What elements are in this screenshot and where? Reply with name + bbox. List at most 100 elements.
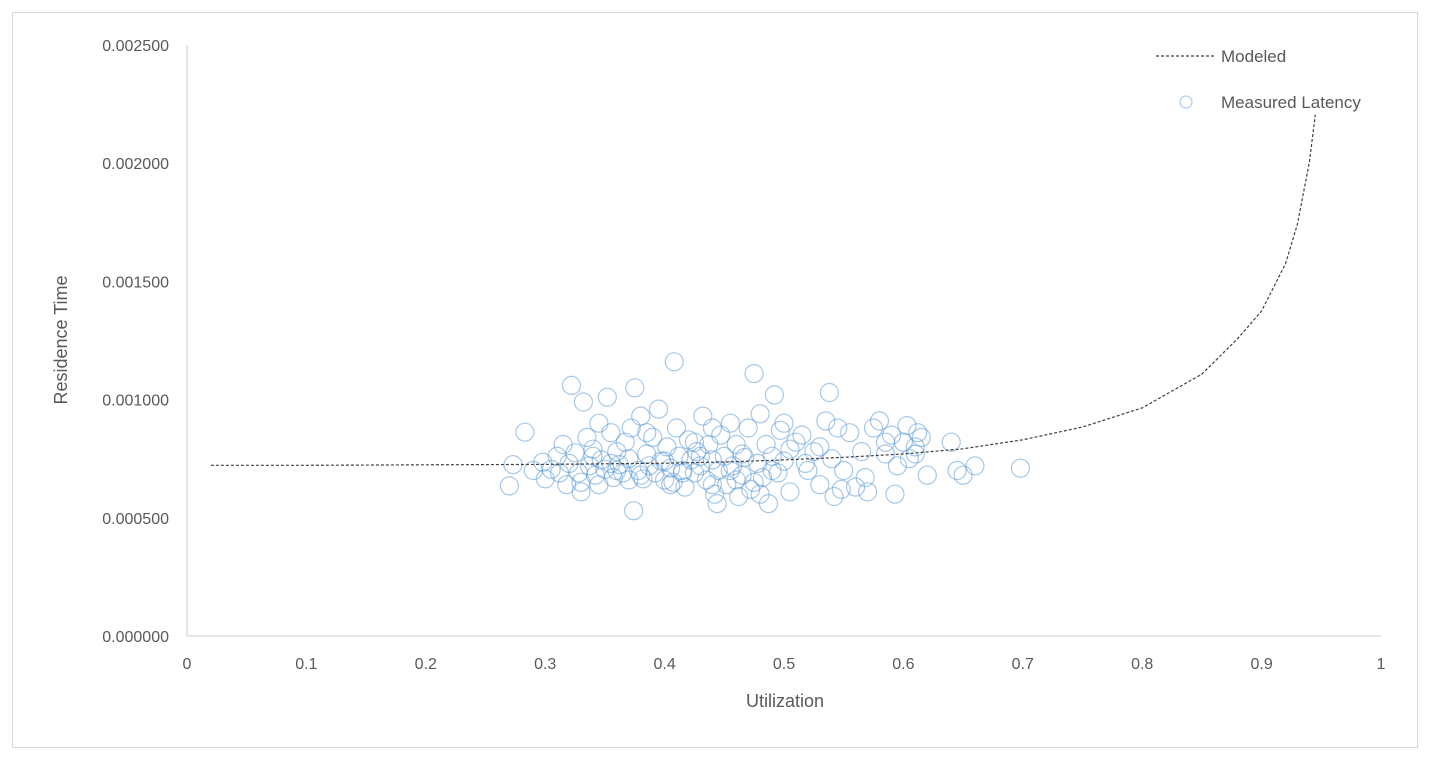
y-tick-label: 0.002500 <box>102 38 169 55</box>
y-tick-label: 0.001500 <box>102 274 169 291</box>
measured-point <box>553 434 573 455</box>
measured-point <box>875 444 896 464</box>
measured-point <box>774 413 794 433</box>
measured-point <box>631 406 651 426</box>
measured-point <box>643 427 663 447</box>
measured-point <box>707 494 727 514</box>
measured-point <box>654 470 675 490</box>
measured-point <box>515 422 535 442</box>
measured-point <box>734 447 755 468</box>
measured-point <box>887 456 908 476</box>
measured-point <box>857 482 878 502</box>
x-tick-label: 0.5 <box>773 656 795 673</box>
measured-point <box>941 432 961 452</box>
measured-point <box>885 484 905 504</box>
measured-points <box>499 352 1031 521</box>
measured-point <box>762 446 782 466</box>
measured-point <box>675 477 695 497</box>
measured-point <box>702 450 723 470</box>
measured-point <box>1010 458 1031 478</box>
y-axis-title: Residence Time <box>51 275 71 404</box>
measured-point <box>601 423 621 443</box>
measured-point <box>762 460 782 481</box>
measured-point <box>645 463 665 483</box>
measured-point <box>690 446 711 466</box>
measured-point <box>798 460 818 481</box>
measured-point <box>732 444 752 464</box>
measured-point <box>851 442 872 462</box>
x-tick-label: 0 <box>183 656 192 673</box>
measured-point <box>810 437 830 457</box>
x-tick-label: 0.8 <box>1131 656 1153 673</box>
measured-point <box>804 442 824 462</box>
measured-point <box>621 418 641 438</box>
measured-point <box>917 465 937 485</box>
measured-point <box>947 460 967 481</box>
measured-point <box>499 476 519 496</box>
measured-point <box>561 375 582 395</box>
measured-point <box>651 451 671 471</box>
measured-point <box>619 449 639 469</box>
measured-point <box>711 425 731 445</box>
measured-point <box>705 484 725 504</box>
measured-point <box>666 418 687 438</box>
measured-point <box>897 416 917 436</box>
legend-measured-swatch <box>1179 95 1193 109</box>
measured-point <box>577 427 597 447</box>
measured-point <box>792 425 812 445</box>
measured-point <box>905 437 925 457</box>
measured-point <box>637 444 657 464</box>
x-tick-label: 0.1 <box>295 656 317 673</box>
measured-point <box>654 451 675 471</box>
measured-point <box>780 482 800 502</box>
measured-point <box>828 418 848 438</box>
measured-point <box>717 475 737 495</box>
measured-point <box>726 470 746 490</box>
measured-point <box>637 423 657 443</box>
measured-point <box>702 418 723 438</box>
measured-point <box>750 484 770 504</box>
y-tick-label: 0.001000 <box>102 393 169 410</box>
x-tick-label: 0.4 <box>653 656 675 673</box>
measured-point <box>619 470 639 490</box>
measured-point <box>625 378 645 398</box>
measured-point <box>571 482 591 502</box>
measured-point <box>756 434 776 455</box>
measured-point <box>660 475 681 495</box>
measured-point <box>607 460 627 481</box>
measured-point <box>738 418 758 438</box>
measured-point <box>579 456 600 476</box>
measured-point <box>774 451 794 471</box>
measured-point <box>953 465 973 485</box>
measured-point <box>750 404 770 424</box>
measured-point <box>708 460 728 481</box>
x-tick-label: 0.9 <box>1250 656 1272 673</box>
measured-point <box>855 468 875 488</box>
measured-point <box>589 475 609 495</box>
measured-point <box>881 425 902 445</box>
measured-point <box>583 446 603 466</box>
legend-measured-label: Measured Latency <box>1221 93 1361 112</box>
measured-point <box>690 456 711 476</box>
y-tick-label: 0.002000 <box>102 156 169 173</box>
measured-point <box>648 399 669 419</box>
legend-modeled-label: Modeled <box>1221 47 1286 66</box>
measured-point <box>819 382 840 403</box>
measured-point <box>633 469 653 489</box>
measured-point <box>822 449 842 469</box>
measured-point <box>863 418 884 438</box>
measured-point <box>824 486 844 507</box>
measured-point <box>687 442 707 462</box>
legend: Modeled Measured Latency <box>1156 47 1361 112</box>
measured-point <box>786 432 806 452</box>
x-tick-label: 0.6 <box>892 656 914 673</box>
measured-point <box>744 364 764 384</box>
x-tick-label: 0.2 <box>415 656 437 673</box>
measured-point <box>831 479 851 499</box>
y-tick-label: 0.000000 <box>102 629 169 646</box>
measured-point <box>899 449 920 469</box>
x-tick-labels: 0 0.1 0.2 0.3 0.4 0.5 0.6 0.7 0.8 0.9 1 <box>183 656 1386 673</box>
measured-point <box>702 475 723 495</box>
measured-point <box>780 439 800 459</box>
